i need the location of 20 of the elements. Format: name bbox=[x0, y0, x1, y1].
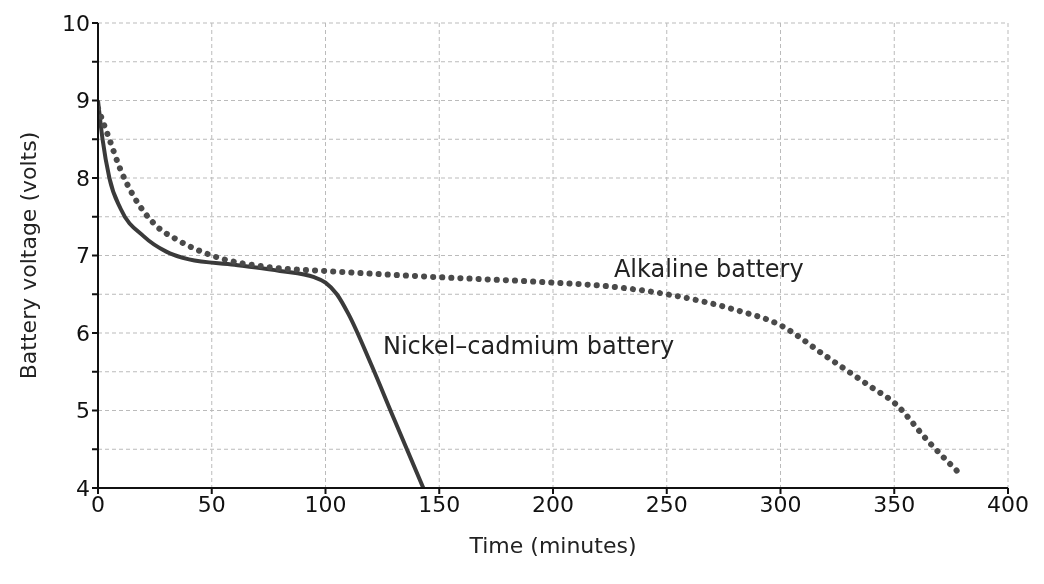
x-tick-label: 150 bbox=[418, 491, 461, 517]
x-tick-label: 350 bbox=[873, 491, 916, 517]
y-tick-label: 7 bbox=[76, 243, 90, 269]
x-tick-label: 250 bbox=[645, 491, 688, 517]
x-tick-label: 50 bbox=[197, 491, 226, 517]
series-label: Alkaline battery bbox=[613, 254, 804, 283]
y-tick-label: 8 bbox=[76, 165, 90, 191]
x-tick-label: 100 bbox=[304, 491, 347, 517]
x-tick-label: 0 bbox=[91, 491, 105, 517]
x-tick-label: 300 bbox=[759, 491, 802, 517]
y-tick-label: 5 bbox=[76, 398, 90, 424]
y-tick-label: 9 bbox=[76, 88, 90, 114]
y-axis-title: Battery voltage (volts) bbox=[15, 131, 41, 380]
x-axis-title: Time (minutes) bbox=[468, 533, 637, 558]
x-tick-label: 200 bbox=[532, 491, 574, 517]
y-tick-label: 4 bbox=[76, 475, 90, 501]
series-label: Nickel–cadmium battery bbox=[383, 332, 675, 360]
x-tick-label: 400 bbox=[987, 491, 1029, 517]
y-tick-label: 6 bbox=[76, 320, 90, 346]
y-tick-label: 10 bbox=[62, 10, 90, 36]
